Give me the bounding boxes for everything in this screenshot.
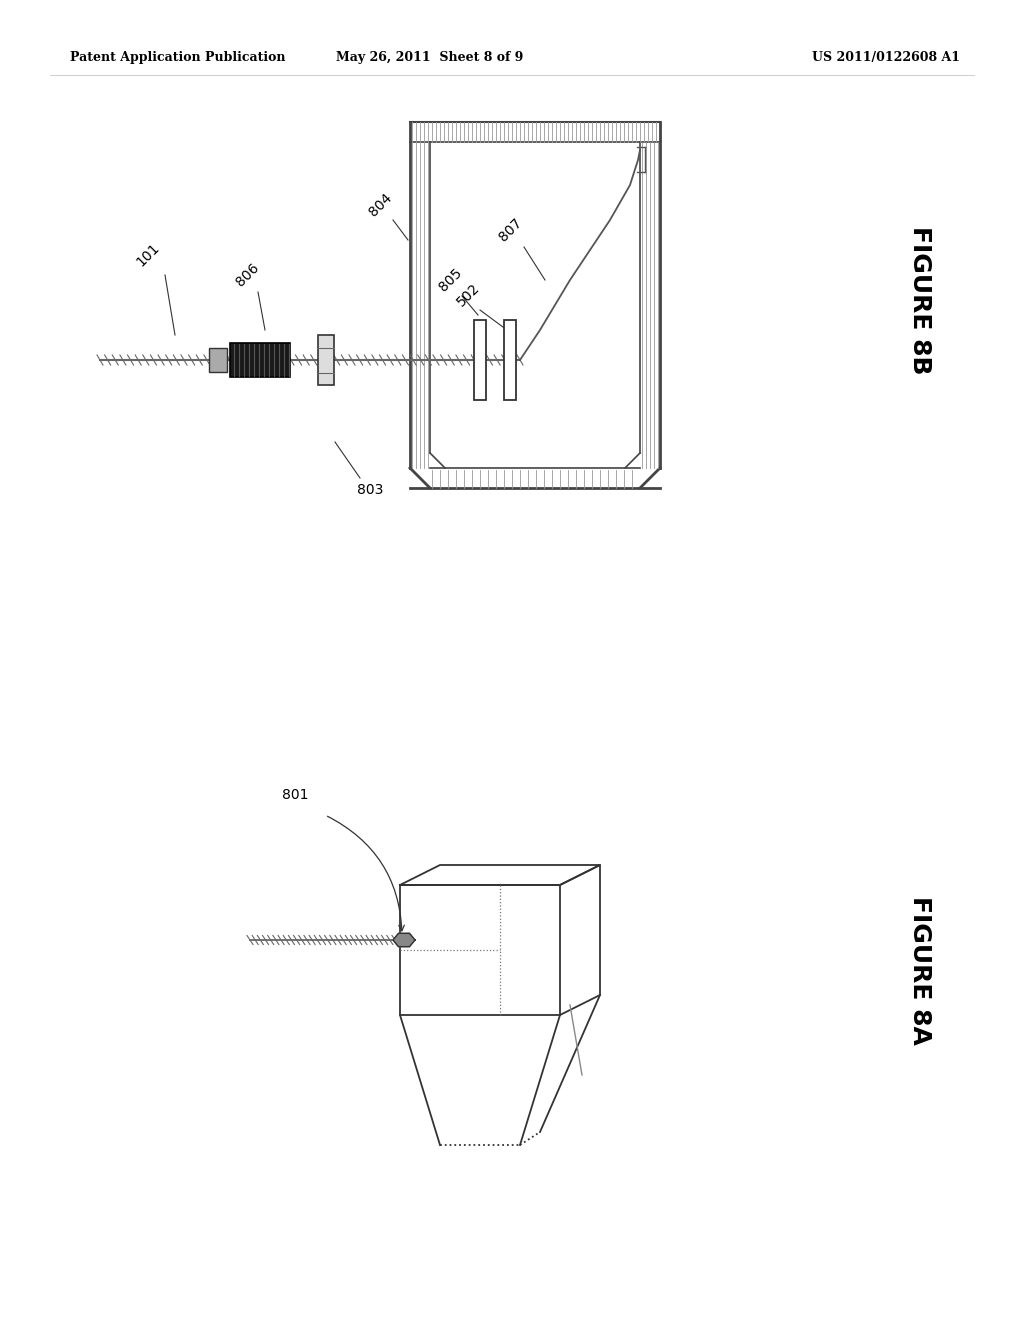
Bar <box>209 348 227 372</box>
Text: 805: 805 <box>436 265 464 294</box>
Text: 803: 803 <box>356 483 383 498</box>
Text: 502: 502 <box>454 281 482 309</box>
Text: 801: 801 <box>282 788 308 803</box>
Text: 806: 806 <box>233 260 262 289</box>
Text: 804: 804 <box>366 190 394 219</box>
Bar <box>318 335 334 385</box>
Bar <box>474 319 486 400</box>
Text: Patent Application Publication: Patent Application Publication <box>70 51 286 65</box>
Polygon shape <box>393 933 415 946</box>
Text: 807: 807 <box>496 215 524 244</box>
Text: US 2011/0122608 A1: US 2011/0122608 A1 <box>812 51 961 65</box>
Text: FIGURE 8B: FIGURE 8B <box>908 226 932 375</box>
Text: FIGURE 8A: FIGURE 8A <box>908 895 932 1044</box>
Text: 101: 101 <box>134 240 163 269</box>
Bar <box>230 343 290 378</box>
Bar <box>504 319 516 400</box>
Text: May 26, 2011  Sheet 8 of 9: May 26, 2011 Sheet 8 of 9 <box>336 51 523 65</box>
